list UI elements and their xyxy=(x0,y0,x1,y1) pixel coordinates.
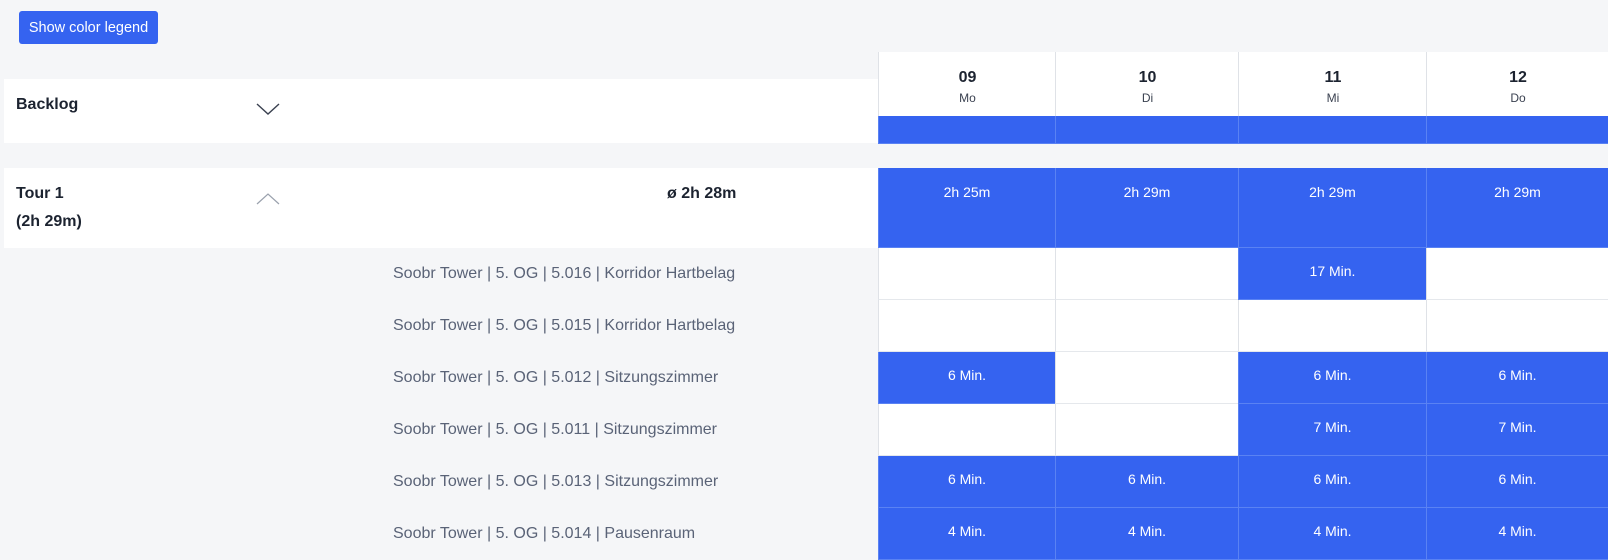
tour-duration: (2h 29m) xyxy=(16,213,82,230)
task-day-cell[interactable]: 7 Min. xyxy=(1238,404,1426,456)
day-name: Do xyxy=(1510,91,1526,105)
tour-total-value: 2h 29m xyxy=(1494,184,1541,200)
tour-total-value: 2h 29m xyxy=(1309,184,1356,200)
chevron-up-icon[interactable] xyxy=(255,191,281,207)
task-duration: 6 Min. xyxy=(1313,367,1352,383)
tour-header-bg xyxy=(4,168,878,248)
task-row-label: Soobr Tower | 5. OG | 5.013 | Sitzungszi… xyxy=(393,473,719,490)
task-day-cell[interactable] xyxy=(878,300,1055,352)
day-number: 12 xyxy=(1509,69,1527,86)
task-duration: 6 Min. xyxy=(947,367,987,383)
tour-total-cell[interactable]: 2h 29m xyxy=(1055,168,1238,248)
task-day-cell[interactable] xyxy=(1055,300,1238,352)
backlog-day-bar[interactable] xyxy=(878,116,1055,144)
task-day-cell[interactable]: 4 Min. xyxy=(1426,508,1608,560)
tour-total-value: 2h 25m xyxy=(943,184,991,200)
task-day-cell[interactable]: 6 Min. xyxy=(1055,456,1238,508)
backlog-panel: Backlog xyxy=(4,79,878,143)
backlog-day-bar[interactable] xyxy=(1238,116,1426,144)
day-name: Mi xyxy=(1326,91,1340,105)
tour-title: Tour 1 xyxy=(16,185,64,202)
day-number: 11 xyxy=(1324,69,1342,86)
task-row-label: Soobr Tower | 5. OG | 5.016 | Korridor H… xyxy=(393,265,736,282)
day-number: 09 xyxy=(958,69,977,86)
show-color-legend-button[interactable]: Show color legend xyxy=(19,11,158,44)
task-duration: 7 Min. xyxy=(1498,419,1537,435)
task-day-cell[interactable] xyxy=(1055,404,1238,456)
task-duration: 4 Min. xyxy=(1127,523,1167,539)
task-duration: 6 Min. xyxy=(1498,367,1537,383)
task-day-cell[interactable] xyxy=(1426,300,1608,352)
task-row-label: Soobr Tower | 5. OG | 5.011 | Sitzungszi… xyxy=(393,421,718,438)
task-day-cell[interactable]: 4 Min. xyxy=(878,508,1055,560)
task-day-cell[interactable] xyxy=(1055,352,1238,404)
task-day-cell[interactable] xyxy=(878,248,1055,300)
task-row-label: Soobr Tower | 5. OG | 5.015 | Korridor H… xyxy=(393,317,736,334)
task-day-cell[interactable]: 17 Min. xyxy=(1238,248,1426,300)
backlog-title: Backlog xyxy=(16,96,79,113)
task-duration: 4 Min. xyxy=(947,523,987,539)
tour-average: ø 2h 28m xyxy=(667,185,737,202)
task-day-cell[interactable] xyxy=(1055,248,1238,300)
backlog-day-bar[interactable] xyxy=(1055,116,1238,144)
tour-total-cell[interactable]: 2h 25m xyxy=(878,168,1055,248)
task-duration: 6 Min. xyxy=(1127,471,1167,487)
task-day-cell[interactable]: 4 Min. xyxy=(1238,508,1426,560)
task-day-cell[interactable]: 6 Min. xyxy=(1426,352,1608,404)
task-day-cell[interactable]: 6 Min. xyxy=(878,352,1055,404)
day-header-09: 09 Mo xyxy=(878,52,1056,116)
task-day-cell[interactable] xyxy=(1426,248,1608,300)
tour-total-value: 2h 29m xyxy=(1123,184,1171,200)
tour-total-cell[interactable]: 2h 29m xyxy=(1426,168,1608,248)
task-day-cell[interactable]: 6 Min. xyxy=(1426,456,1608,508)
day-header-11: 11 Mi xyxy=(1238,52,1427,116)
chevron-down-icon[interactable] xyxy=(255,101,281,117)
task-duration: 6 Min. xyxy=(947,471,987,487)
task-row-label: Soobr Tower | 5. OG | 5.012 | Sitzungszi… xyxy=(393,369,719,386)
backlog-day-bar[interactable] xyxy=(1426,116,1608,144)
task-duration: 7 Min. xyxy=(1313,419,1352,435)
day-name: Di xyxy=(1141,91,1154,105)
task-day-cell[interactable]: 7 Min. xyxy=(1426,404,1608,456)
task-row-label: Soobr Tower | 5. OG | 5.014 | Pausenraum xyxy=(393,525,696,542)
task-day-cell[interactable]: 6 Min. xyxy=(1238,456,1426,508)
task-duration: 4 Min. xyxy=(1313,523,1352,539)
day-number: 10 xyxy=(1138,69,1157,86)
task-day-cell[interactable] xyxy=(1238,300,1426,352)
day-header-12: 12 Do xyxy=(1426,52,1608,116)
task-duration: 6 Min. xyxy=(1498,471,1537,487)
task-day-cell[interactable]: 6 Min. xyxy=(1238,352,1426,404)
day-header-10: 10 Di xyxy=(1055,52,1239,116)
task-day-cell[interactable]: 4 Min. xyxy=(1055,508,1238,560)
day-name: Mo xyxy=(959,91,976,105)
task-duration: 17 Min. xyxy=(1309,263,1356,279)
tour-total-cell[interactable]: 2h 29m xyxy=(1238,168,1426,248)
tour-panel: Tour 1 (2h 29m) ø 2h 28m xyxy=(4,168,878,558)
task-duration: 6 Min. xyxy=(1313,471,1352,487)
task-day-cell[interactable] xyxy=(878,404,1055,456)
task-day-cell[interactable]: 6 Min. xyxy=(878,456,1055,508)
task-duration: 4 Min. xyxy=(1498,523,1537,539)
